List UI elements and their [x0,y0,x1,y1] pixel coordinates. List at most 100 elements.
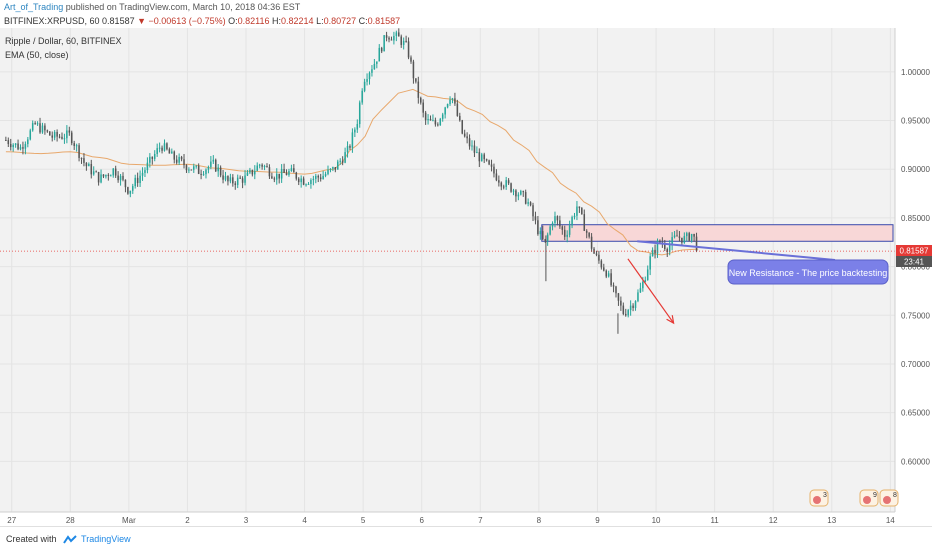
candle-body-up [378,47,381,62]
candle-body-down [417,81,420,98]
candle-body-up [356,124,359,130]
candle-body-up [566,234,568,237]
candle-body-down [107,174,110,176]
candle-body-down [590,236,593,249]
candle-body-down [595,253,598,255]
x-tick-label: 9 [595,516,600,525]
candle-body-up [322,175,324,180]
event-badge[interactable]: 3 [809,489,829,507]
candle-body-up [363,81,366,91]
x-tick-label: 13 [827,516,836,525]
author-link[interactable]: Art_of_Trading [4,2,64,12]
candle-body-down [502,186,505,188]
candle-body-up [671,237,673,245]
candle-body-up [195,165,197,167]
footer-brand[interactable]: TradingView [81,534,131,544]
candle-body-down [522,191,525,193]
candle-body-down [478,152,481,162]
time-axis[interactable]: 27 28 Mar 2 3 4 5 6 7 8 9 10 11 12 13 14 [0,511,895,525]
candle-body-down [612,285,615,287]
candle-body-down [183,159,185,166]
candle-body-up [178,156,180,163]
candle-body-down [190,169,193,171]
candle-body-up [642,281,644,289]
grid-lines [0,28,895,512]
event-badge-count: 8 [893,492,897,499]
candle-body-up [546,234,549,241]
candle-body-down [295,172,298,179]
candle-body-up [439,118,442,126]
candle-body-up [551,223,554,227]
candle-body-down [197,165,200,174]
x-tick-label: 10 [652,516,661,525]
ticker-symbol: BITFINEX:XRPUSD, 60 [4,16,100,26]
chart-area[interactable]: New Resistance - The price backtesting 0… [0,28,932,526]
projection-arrow [627,258,675,325]
candle-body-up [332,167,334,169]
candle-body-down [7,140,10,145]
candle-body-up [427,118,429,121]
candle-body-down [490,164,493,167]
candle-body-down [78,145,80,158]
last-price-tag: 0.81587 23:41 [896,245,932,267]
candle-body-up [188,169,190,171]
candle-body-up [112,168,115,176]
candle-body-down [600,260,603,268]
candle-body-down [319,177,322,180]
candle-body-down [456,103,459,116]
candle-body-down [463,133,466,137]
candle-body-up [312,178,315,181]
candle-body-down [410,57,412,62]
candle-body-down [261,164,263,167]
candle-body-up [573,215,576,218]
candle-body-up [339,160,341,162]
candle-body-down [583,214,586,231]
candle-body-up [644,280,647,282]
candle-body-down [422,102,424,113]
candle-body-down [385,35,388,38]
callout-text: New Resistance - The price backtesting [729,268,887,278]
last-price-tag-box [896,245,932,256]
candle-body-down [437,124,439,126]
candle-body-down [581,208,583,215]
candle-body-up [383,35,385,52]
projection-arrow-line [627,258,675,324]
ticker-open-label: O: [228,16,238,26]
candles [5,28,698,334]
candle-body-down [341,160,344,163]
candle-body-up [88,163,90,167]
candle-body-up [105,174,107,177]
candle-body-up [307,183,310,185]
candle-body-down [544,239,546,241]
candle-body-up [368,72,371,80]
candle-body-up [134,177,136,187]
candle-body-down [302,178,305,185]
price-chart[interactable]: New Resistance - The price backtesting 0… [0,28,932,526]
price-axis[interactable]: 0.60000 0.65000 0.70000 0.75000 0.80000 0.850… [894,28,930,512]
event-badge[interactable]: 8 [879,489,899,507]
candle-body-down [151,156,154,159]
candle-body-down [9,144,12,148]
y-tick-label: 1.00000 [901,68,930,77]
event-badges[interactable]: 3 9 8 [809,489,899,507]
candle-body-down [500,182,503,187]
candle-body-down [529,202,532,206]
candle-body-up [337,161,339,170]
candle-body-down [349,146,351,148]
candle-body-down [293,168,295,173]
ticker-close: 0.81587 [367,16,401,26]
candle-body-down [498,180,500,183]
y-tick-label: 0.60000 [901,457,930,466]
candle-body-down [97,171,100,183]
candle-body-up [690,233,693,241]
candle-body-up [27,139,29,145]
callout-group: New Resistance - The price backtesting [637,240,889,285]
x-tick-label: 28 [66,516,75,525]
candle-body-down [56,131,58,137]
callout-pointer [637,240,836,261]
y-tick-label: 0.95000 [901,117,930,126]
candle-body-down [44,125,46,131]
event-badge[interactable]: 9 [859,489,879,507]
ticker-change: ▼ −0.00613 (−0.75%) [137,16,226,26]
candle-body-down [180,156,183,160]
